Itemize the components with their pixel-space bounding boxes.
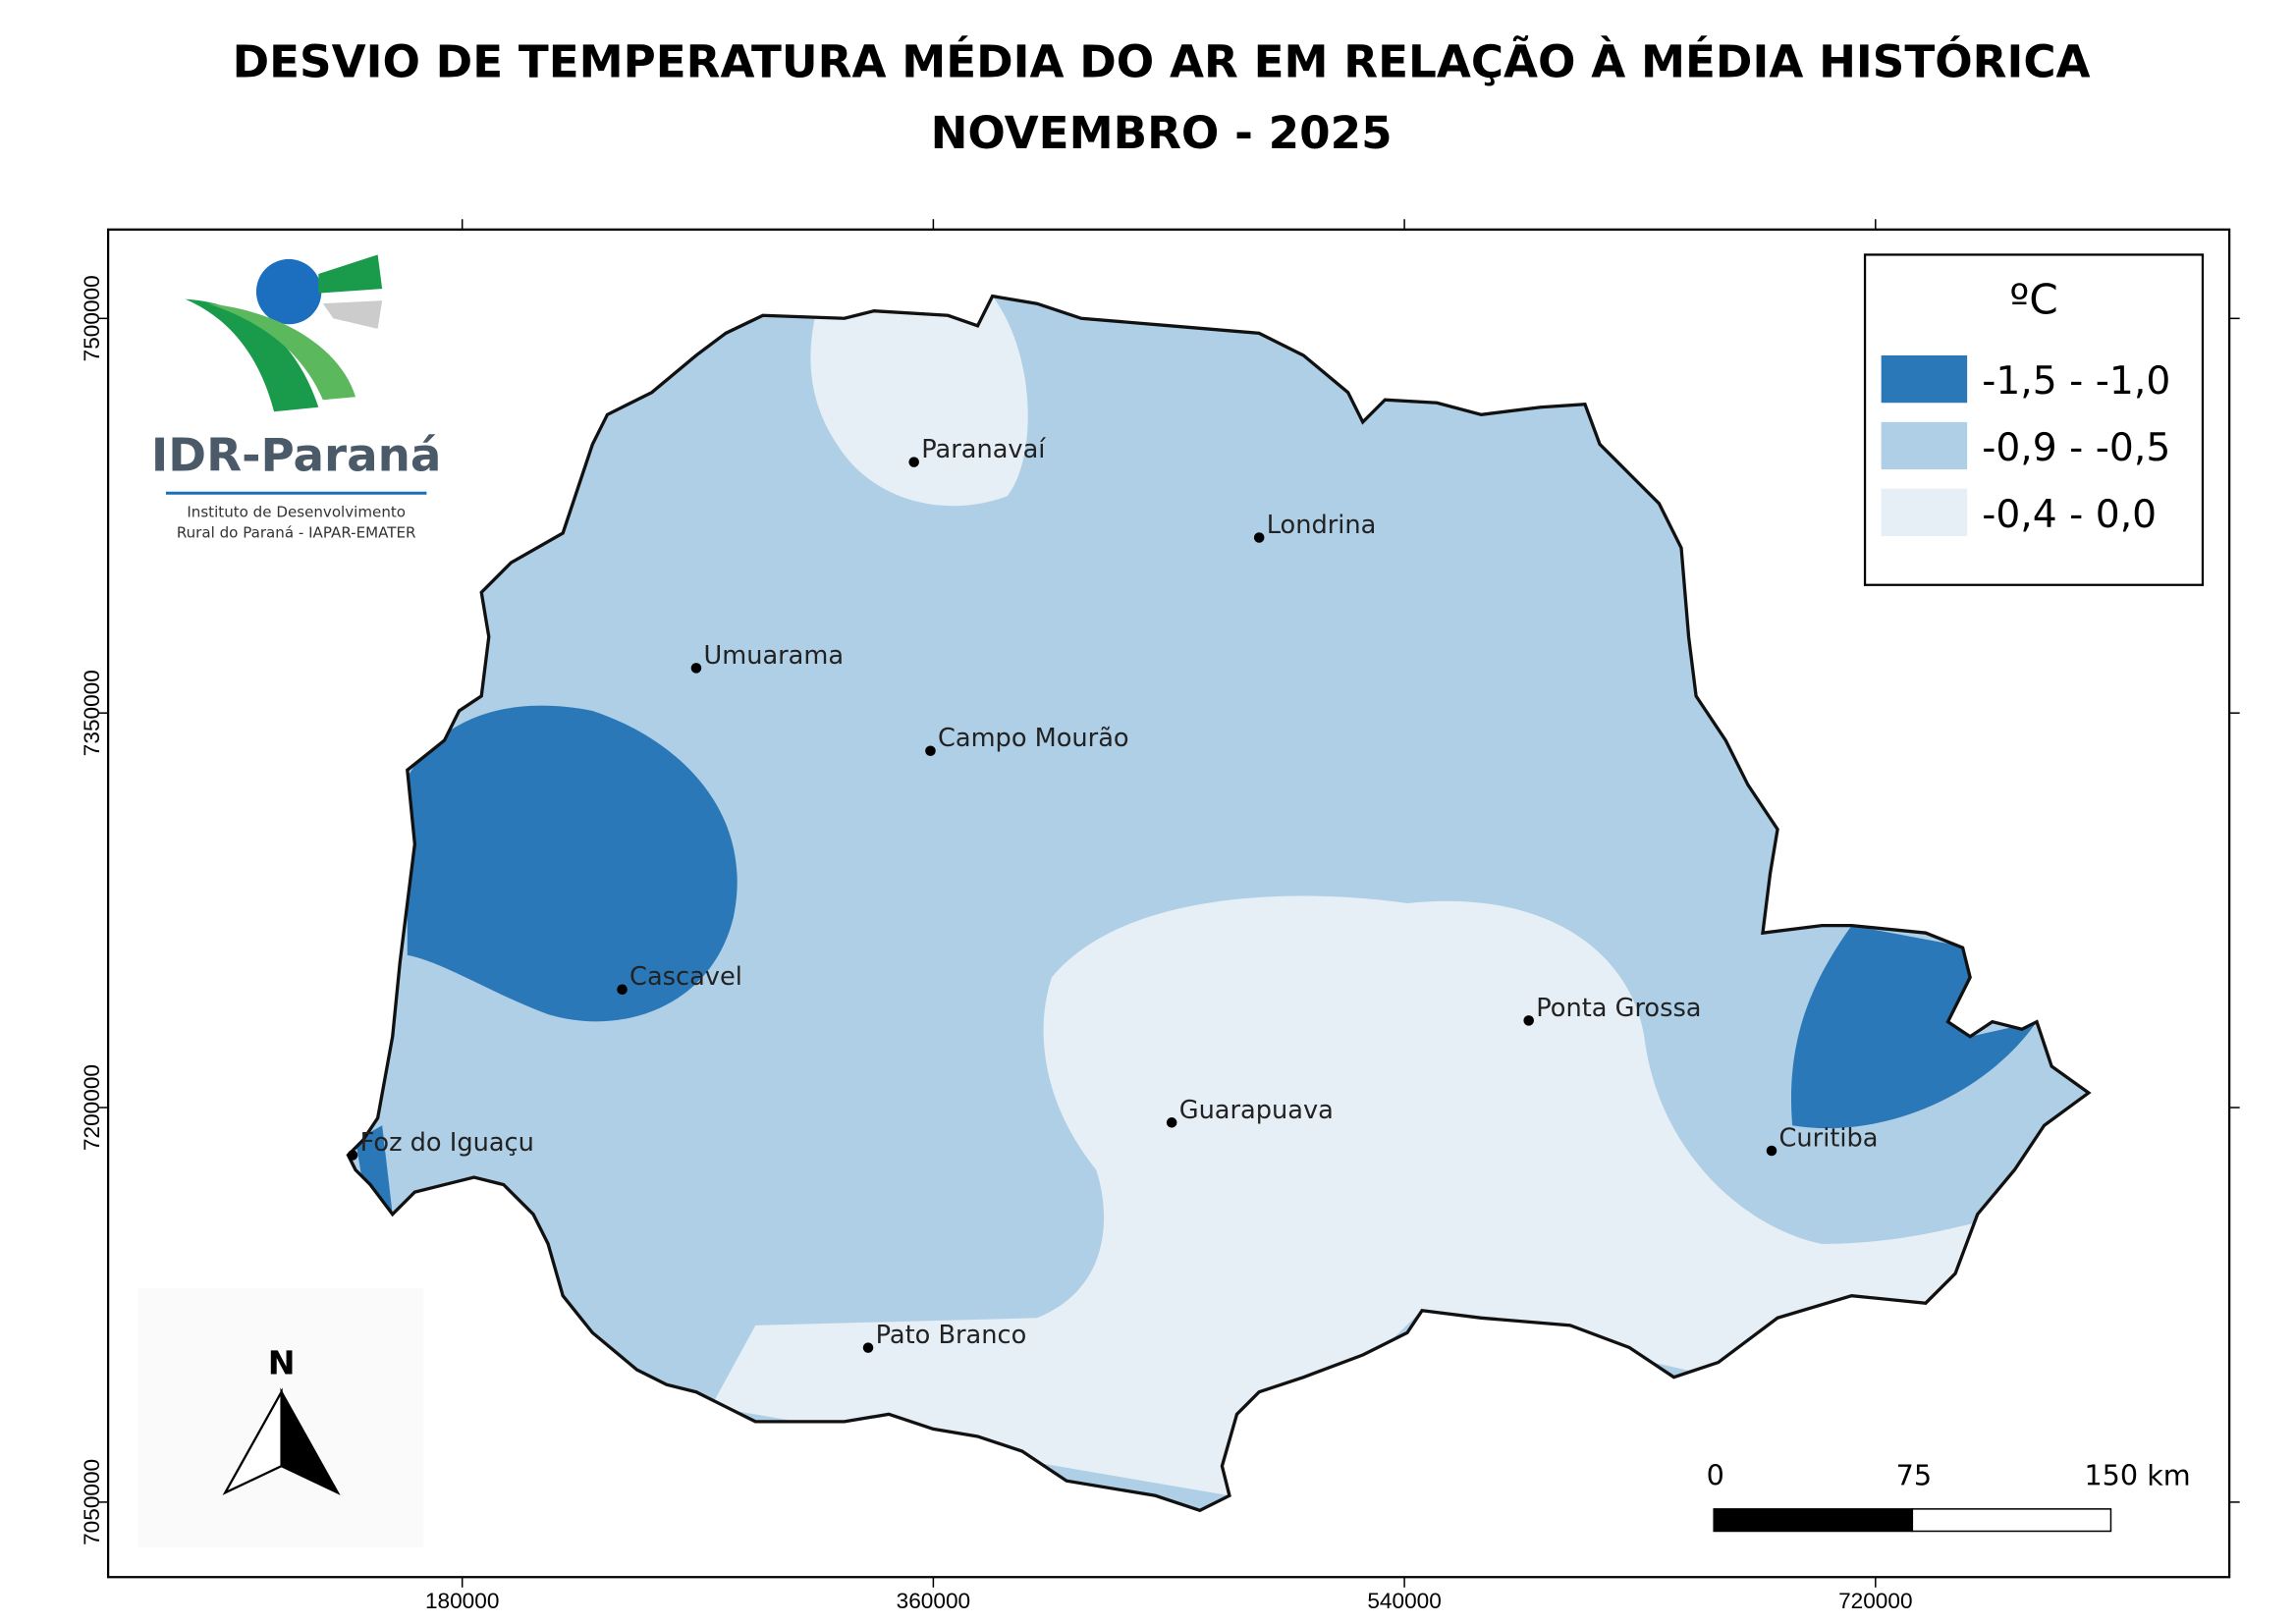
- city-label: Curitiba: [1779, 1123, 1879, 1153]
- cities: Paranavaí Londrina Umuarama Campo Mourão Cas…: [347, 435, 1879, 1353]
- scale-segment: [1713, 1508, 1914, 1533]
- legend: ºC -1,5 - -1,0 -0,9 - -0,5 -0,4 - 0,0: [1863, 253, 2205, 586]
- region-light: [810, 296, 1028, 507]
- y-tick-label: 7200000: [80, 1064, 104, 1151]
- arrow-half: [280, 1387, 341, 1495]
- city-marker: [1166, 1117, 1177, 1128]
- axes: 180000 360000 540000 720000 7050000 7200000 73…: [80, 219, 2240, 1613]
- city-marker: [908, 457, 919, 467]
- logo-swoosh: [185, 298, 319, 412]
- legend-label: -0,9 - -0,5: [1982, 426, 2170, 470]
- logo-swoosh: [322, 300, 383, 329]
- logo-swoosh: [318, 254, 383, 294]
- city-marker: [1253, 532, 1265, 543]
- region-light: [711, 895, 1986, 1496]
- city-label: Umuarama: [703, 641, 844, 671]
- city-label: Pato Branco: [876, 1321, 1027, 1350]
- scale-label: 150 km: [2084, 1459, 2190, 1492]
- legend-swatch: [1881, 421, 1968, 470]
- city-label: Guarapuava: [1179, 1096, 1334, 1125]
- city-label: Paranavaí: [921, 435, 1046, 464]
- region-dark: [1790, 925, 2038, 1129]
- legend-swatch: [1881, 354, 1968, 404]
- city-marker: [1523, 1015, 1534, 1026]
- city-marker: [862, 1342, 874, 1353]
- logo-line: Instituto de Desenvolvimento: [187, 503, 406, 520]
- y-tick-label: 7500000: [80, 275, 104, 361]
- city-label: Ponta Grossa: [1536, 994, 1701, 1023]
- map-title: DESVIO DE TEMPERATURA MÉDIA DO AR EM REL…: [233, 35, 2091, 87]
- legend-label: -1,5 - -1,0: [1982, 359, 2170, 404]
- x-tick-label: 720000: [1838, 1589, 1912, 1613]
- scale-label: 75: [1896, 1459, 1932, 1492]
- x-tick-label: 360000: [897, 1589, 970, 1613]
- region-dark: [355, 1125, 393, 1215]
- north-arrow: N: [137, 1288, 424, 1548]
- city-label: Foz do Iguaçu: [360, 1128, 534, 1158]
- city-marker: [1766, 1145, 1777, 1157]
- y-tick-label: 7350000: [80, 670, 104, 756]
- legend-title: ºC: [2009, 276, 2057, 324]
- legend-swatch: [1881, 488, 1968, 536]
- city-label: Cascavel: [629, 962, 742, 992]
- city-label: Campo Mourão: [938, 724, 1129, 753]
- region-dark: [407, 705, 738, 1022]
- city-marker: [925, 745, 936, 757]
- map-subtitle: NOVEMBRO - 2025: [931, 107, 1393, 159]
- logo-name: IDR-Paraná: [151, 430, 442, 483]
- city-label: Londrina: [1267, 511, 1377, 540]
- logo-circle: [255, 258, 322, 325]
- legend-label: -0,4 - 0,0: [1982, 493, 2157, 537]
- city-marker: [617, 984, 628, 996]
- x-tick-label: 180000: [425, 1589, 499, 1613]
- x-tick-label: 540000: [1367, 1589, 1441, 1613]
- north-label: N: [268, 1344, 296, 1382]
- logo: IDR-Paraná Instituto de Desenvolvimento …: [151, 254, 442, 541]
- scale-bar: 0 75 150 km: [1707, 1459, 2191, 1533]
- city-marker: [347, 1150, 358, 1161]
- logo-line: Rural do Paraná - IAPAR-EMATER: [177, 523, 416, 541]
- city-marker: [690, 663, 702, 674]
- y-tick-label: 7050000: [80, 1459, 104, 1545]
- scale-label: 0: [1707, 1459, 1724, 1492]
- scale-segment: [1911, 1508, 2112, 1533]
- logo-swoosh: [207, 303, 356, 401]
